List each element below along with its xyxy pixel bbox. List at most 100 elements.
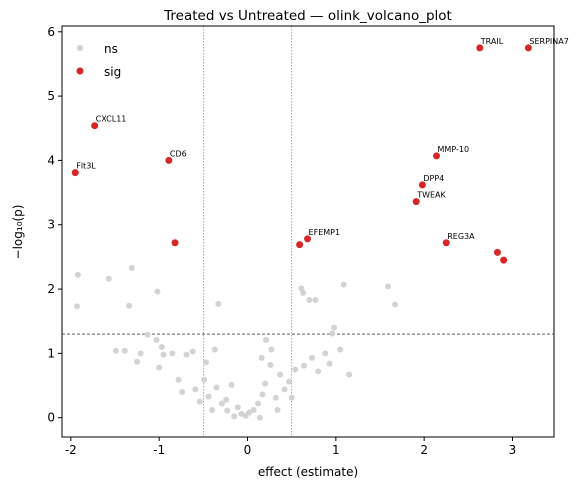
point: [500, 256, 508, 264]
point: [250, 406, 257, 413]
point: [337, 346, 344, 353]
point-label: DPP4: [423, 174, 444, 183]
point: [392, 301, 399, 308]
point: [304, 235, 312, 243]
x-tick-label: -2: [65, 443, 77, 457]
point: [442, 239, 450, 247]
point: [326, 360, 333, 367]
point: [258, 354, 265, 361]
legend-marker: [76, 67, 84, 75]
point: [156, 364, 163, 371]
point: [128, 264, 135, 271]
y-tick-label: 4: [47, 153, 55, 167]
point: [154, 288, 161, 295]
x-tick-label: -1: [153, 443, 165, 457]
point: [268, 346, 275, 353]
point: [308, 354, 315, 361]
point: [211, 346, 218, 353]
point: [158, 343, 165, 350]
point: [223, 396, 230, 403]
point: [144, 331, 151, 338]
point: [218, 400, 225, 407]
x-tick-label: 1: [332, 443, 340, 457]
point: [312, 297, 319, 303]
point: [281, 386, 288, 393]
point-label: EFEMP1: [309, 228, 341, 237]
point: [384, 283, 391, 290]
point: [300, 289, 307, 296]
point: [91, 122, 99, 130]
point: [292, 366, 299, 373]
point: [262, 380, 269, 387]
point: [134, 358, 141, 365]
point: [228, 381, 235, 388]
point: [433, 152, 441, 160]
point: [286, 378, 293, 385]
point: [183, 351, 190, 358]
point: [189, 348, 196, 355]
point: [126, 302, 133, 309]
point: [256, 414, 263, 421]
point-label: Flt3L: [76, 162, 96, 171]
point: [306, 297, 313, 303]
x-tick-label: 2: [420, 443, 428, 457]
point-label: CD6: [170, 149, 187, 158]
point-label: CXCL11: [96, 115, 127, 124]
y-tick-label: 1: [47, 346, 55, 360]
point: [137, 350, 144, 357]
legend-marker: [77, 45, 83, 51]
point-label: TWEAK: [416, 191, 446, 200]
point: [259, 391, 266, 398]
point: [121, 347, 128, 354]
point: [171, 239, 179, 247]
point: [315, 368, 322, 375]
point: [202, 359, 209, 366]
point: [231, 413, 238, 420]
point-label: SERPINA7: [529, 37, 568, 46]
point: [288, 394, 295, 401]
point: [209, 406, 216, 413]
y-tick-label: 5: [47, 89, 55, 103]
point: [272, 394, 279, 401]
point: [412, 198, 420, 206]
point: [201, 376, 208, 383]
point: [267, 361, 274, 368]
point: [215, 300, 222, 307]
point: [71, 169, 79, 177]
point: [213, 384, 220, 391]
point: [160, 351, 167, 358]
point: [169, 350, 176, 357]
point: [296, 241, 304, 249]
x-tick-label: 0: [244, 443, 252, 457]
legend-label: ns: [104, 42, 118, 56]
point: [493, 248, 501, 256]
point-label: REG3A: [447, 232, 475, 241]
point: [224, 407, 231, 414]
point: [524, 44, 532, 52]
point: [263, 336, 270, 343]
point: [340, 281, 347, 288]
x-axis-label: effect (estimate): [258, 465, 358, 479]
point-label: TRAIL: [480, 37, 504, 46]
point: [153, 336, 160, 343]
point-label: MMP-10: [438, 145, 470, 154]
point: [277, 371, 284, 378]
point: [476, 44, 484, 52]
point: [301, 362, 308, 369]
plot-frame: [61, 25, 555, 438]
chart-title: Treated vs Untreated — olink_volcano_plo…: [163, 8, 452, 24]
point: [255, 400, 262, 407]
point: [298, 285, 305, 292]
point: [74, 271, 81, 278]
y-axis-label: −log₁₀(p): [11, 205, 25, 260]
point: [322, 350, 329, 357]
x-tick-label: 3: [509, 443, 517, 457]
point: [192, 386, 199, 393]
point: [418, 181, 426, 189]
point: [329, 330, 336, 337]
point: [105, 275, 112, 282]
y-tick-label: 6: [47, 25, 55, 39]
point: [274, 406, 281, 413]
point: [179, 388, 186, 395]
